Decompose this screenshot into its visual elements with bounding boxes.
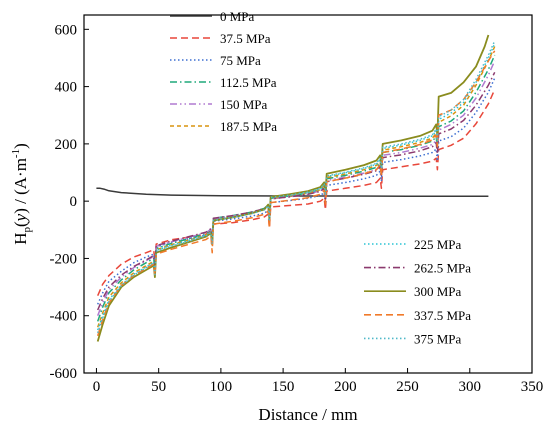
x-tick-label: 50 [151, 379, 166, 395]
legend-label: 337.5 MPa [414, 308, 471, 323]
series-line-6 [96, 43, 496, 331]
series-line-3 [96, 54, 496, 322]
y-tick-label: 200 [55, 137, 78, 153]
legend: 0 MPa 37.5 MPa 75 MPa 112.5 MPa 150 MPa 187.5… [170, 9, 471, 346]
plot-frame [83, 14, 533, 374]
series-layer [96, 34, 496, 342]
legend-label: 150 MPa [220, 97, 268, 112]
legend-label: 37.5 MPa [220, 31, 271, 46]
x-tick-label: 250 [396, 379, 419, 395]
legend-label: 262.5 MPa [414, 261, 471, 276]
series-line-0 [96, 187, 489, 198]
axis-ticks: 0 50 100 150 200 250 300 350 -600 -400 -200 0 200 400… [50, 22, 544, 395]
x-tick-label: 150 [272, 379, 295, 395]
legend-label: 375 MPa [414, 331, 462, 346]
y-tick-label: 600 [55, 22, 78, 38]
y-tick-label: -200 [50, 251, 78, 267]
y-label-h: H [11, 233, 30, 245]
y-tick-label: 0 [70, 194, 78, 210]
y-axis-label: Hp(y) / (A·m-1) [10, 143, 33, 245]
y-label-unit: ) / (A·m [11, 158, 30, 214]
legend-label: 300 MPa [414, 284, 462, 299]
series-line-10 [96, 40, 496, 334]
x-tick-label: 100 [210, 379, 233, 395]
y-label-open: ( [11, 221, 30, 227]
series-line-9 [96, 50, 496, 337]
legend-label: 0 MPa [220, 9, 255, 24]
y-label-sup: -1 [10, 149, 22, 158]
x-tick-label: 350 [521, 379, 544, 395]
y-label-sub: p [21, 227, 33, 233]
legend-label: 75 MPa [220, 53, 261, 68]
x-tick-label: 0 [93, 379, 101, 395]
x-tick-label: 200 [334, 379, 357, 395]
x-axis-label: Distance / mm [258, 405, 357, 424]
y-label-close: ) [11, 143, 30, 149]
y-label-var: y [11, 213, 30, 223]
legend-label: 112.5 MPa [220, 75, 277, 90]
legend-label: 187.5 MPa [220, 119, 277, 134]
x-tick-label: 300 [459, 379, 482, 395]
y-tick-label: -600 [50, 366, 78, 382]
y-tick-label: -400 [50, 309, 78, 325]
series-line-4 [97, 60, 496, 316]
legend-label: 225 MPa [414, 237, 462, 252]
y-tick-label: 400 [55, 80, 78, 96]
